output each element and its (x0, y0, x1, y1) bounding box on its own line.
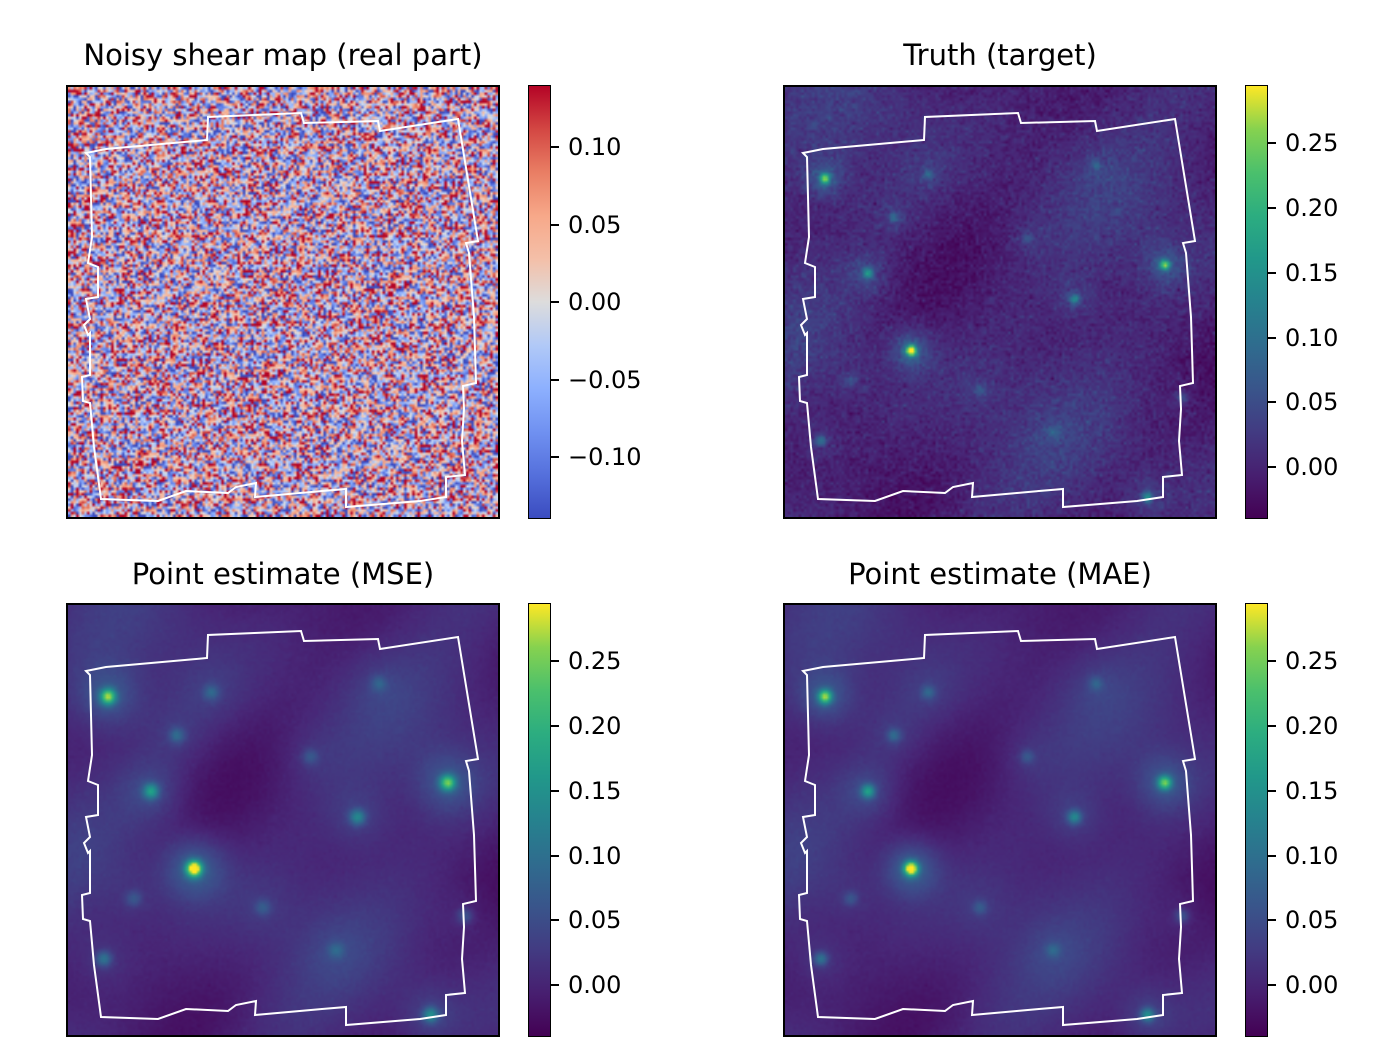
title-truth: Truth (target) (903, 38, 1097, 72)
tick-label: 0.15 (568, 776, 622, 805)
tick-label: 0.10 (1285, 323, 1339, 352)
footprint-polygon (80, 629, 480, 1027)
tick-label: 0.00 (568, 971, 622, 1000)
tick-mark (551, 854, 559, 857)
title-noisy: Noisy shear map (real part) (83, 38, 483, 72)
tick-label: 0.20 (1285, 712, 1339, 741)
tick-mark (551, 660, 559, 663)
tick-label: 0.15 (1285, 258, 1339, 287)
tick-label: 0.00 (1285, 971, 1339, 1000)
title-mae: Point estimate (MAE) (848, 557, 1152, 591)
tick-label: −0.10 (568, 443, 642, 471)
tick-mark (1268, 401, 1276, 404)
tick-label: 0.10 (568, 841, 622, 870)
tick-mark (551, 919, 559, 922)
tick-mark (551, 789, 559, 792)
tick-label: 0.20 (568, 712, 622, 741)
heatmap-mse (68, 605, 498, 1035)
tick-mark (1268, 466, 1276, 469)
tick-mark (1268, 725, 1276, 728)
tick-label: 0.25 (1285, 647, 1339, 676)
heatmap-mae (785, 605, 1215, 1035)
tick-mark (551, 378, 559, 381)
footprint-outline-truth (797, 111, 1197, 509)
colorbar-mse (528, 603, 551, 1037)
tick-label: 0.10 (1285, 841, 1339, 870)
tick-mark (1268, 984, 1276, 987)
footprint-outline-mae (797, 629, 1197, 1027)
footprint-outline-mse (80, 629, 480, 1027)
tick-mark (551, 146, 559, 148)
tick-mark (1268, 660, 1276, 663)
footprint-polygon (797, 629, 1197, 1027)
tick-mark (551, 301, 559, 303)
tick-label: 0.20 (1285, 194, 1339, 223)
tick-label: 0.05 (568, 210, 622, 239)
tick-label: 0.00 (1285, 453, 1339, 482)
tick-label: 0.15 (1285, 776, 1339, 805)
tick-mark (551, 456, 559, 458)
footprint-outline-noisy (80, 111, 480, 509)
tick-mark (1268, 207, 1276, 210)
heatmap-noisy (68, 87, 498, 517)
tick-label: −0.05 (568, 365, 642, 394)
tick-label: 0.10 (568, 133, 622, 161)
tick-mark (551, 223, 559, 226)
tick-mark (1268, 919, 1276, 922)
tick-label: 0.05 (1285, 388, 1339, 417)
footprint-polygon (797, 111, 1197, 509)
colorbar-noisy (528, 85, 551, 519)
heatmap-truth (785, 87, 1215, 517)
tick-label: 0.05 (568, 906, 622, 935)
title-mse: Point estimate (MSE) (131, 557, 435, 591)
map-mae (783, 603, 1217, 1037)
tick-mark (1268, 336, 1276, 339)
tick-label: 0.05 (1285, 906, 1339, 935)
tick-label: 0.25 (568, 647, 622, 676)
tick-mark (1268, 271, 1276, 274)
tick-label: 0.00 (568, 288, 622, 316)
map-mse (66, 603, 500, 1037)
footprint-polygon (80, 111, 480, 509)
map-truth (783, 85, 1217, 519)
map-noisy (66, 85, 500, 519)
tick-mark (551, 984, 559, 987)
tick-mark (1268, 789, 1276, 792)
tick-mark (551, 725, 559, 728)
tick-label: 0.25 (1285, 129, 1339, 158)
tick-mark (1268, 854, 1276, 857)
tick-mark (1268, 142, 1276, 145)
colorbar-truth (1245, 85, 1268, 519)
colorbar-mae (1245, 603, 1268, 1037)
